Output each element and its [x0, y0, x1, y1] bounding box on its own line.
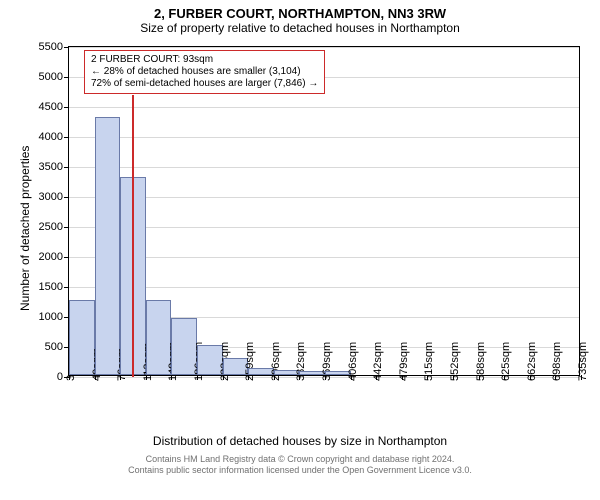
x-tick-label: 515sqm [423, 342, 435, 381]
attribution: Contains HM Land Registry data © Crown c… [0, 454, 600, 477]
x-tick-label: 662sqm [526, 342, 538, 381]
y-tick-label: 4500 [39, 101, 69, 113]
x-tick-label: 259sqm [244, 342, 256, 381]
y-tick-label: 500 [45, 341, 69, 353]
x-tick-label: 588sqm [475, 342, 487, 381]
callout-box: 2 FURBER COURT: 93sqm← 28% of detached h… [84, 50, 325, 94]
x-axis-label-text: Distribution of detached houses by size … [153, 434, 447, 448]
chart-title: 2, FURBER COURT, NORTHAMPTON, NN3 3RW [0, 6, 600, 21]
gridline [69, 137, 579, 138]
y-axis-label: Number of detached properties [18, 146, 32, 311]
attribution-line: Contains public sector information licen… [0, 465, 600, 476]
y-tick-label: 3500 [39, 161, 69, 173]
plot-area: 0500100015002000250030003500400045005000… [68, 46, 580, 376]
x-tick-label: 406sqm [347, 342, 359, 381]
y-tick-label: 5000 [39, 71, 69, 83]
y-tick-label: 1500 [39, 281, 69, 293]
y-tick-label: 2000 [39, 251, 69, 263]
x-tick-label: 625sqm [500, 342, 512, 381]
gridline [69, 47, 579, 48]
x-tick-label: 735sqm [577, 342, 589, 381]
x-tick-label: 698sqm [551, 342, 563, 381]
y-axis-label-text: Number of detached properties [18, 146, 32, 311]
callout-line: 72% of semi-detached houses are larger (… [91, 78, 318, 90]
x-tick-label: 479sqm [398, 342, 410, 381]
y-tick-label: 3000 [39, 191, 69, 203]
x-tick-label: 442sqm [372, 342, 384, 381]
subtitle-text: Size of property relative to detached ho… [140, 21, 460, 35]
attribution-line: Contains HM Land Registry data © Crown c… [0, 454, 600, 465]
y-tick-label: 5500 [39, 41, 69, 53]
gridline [69, 167, 579, 168]
chart-subtitle: Size of property relative to detached ho… [0, 21, 600, 35]
x-tick-label: 369sqm [321, 342, 333, 381]
x-tick-label: 552sqm [449, 342, 461, 381]
x-tick-label: 296sqm [270, 342, 282, 381]
title-text: 2, FURBER COURT, NORTHAMPTON, NN3 3RW [154, 6, 446, 21]
chart-container: 2, FURBER COURT, NORTHAMPTON, NN3 3RW Si… [0, 0, 600, 500]
callout-line: 2 FURBER COURT: 93sqm [91, 54, 318, 66]
y-tick-label: 1000 [39, 311, 69, 323]
histogram-bar [95, 117, 121, 375]
y-tick-label: 2500 [39, 221, 69, 233]
callout-line: ← 28% of detached houses are smaller (3,… [91, 66, 318, 78]
marker-vline [132, 95, 134, 377]
x-axis-label: Distribution of detached houses by size … [0, 434, 600, 448]
y-tick-label: 4000 [39, 131, 69, 143]
x-tick-label: 332sqm [295, 342, 307, 381]
gridline [69, 107, 579, 108]
